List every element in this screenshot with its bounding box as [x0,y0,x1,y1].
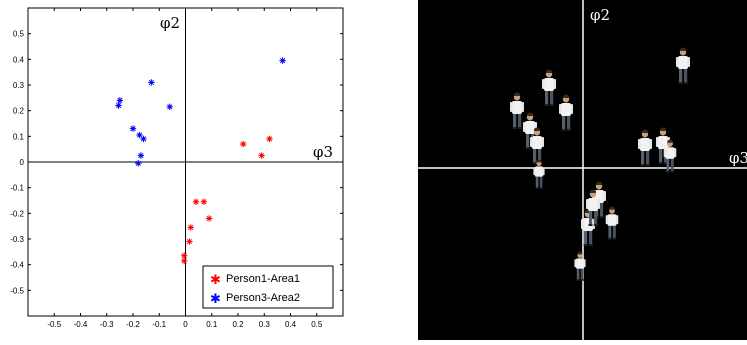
photo-composite-panel: φ2 φ3 [418,0,747,340]
point-series-2 [137,152,145,159]
scatter-plot-panel: -0.5 -0.4 -0.3 -0.2 -0.1 0 0.1 0.2 0.3 0.4 0.5 0.5 0… [0,0,350,340]
y-tick-label: -0.3 [10,235,24,244]
point-series-2 [115,102,122,109]
point-series-1 [180,252,188,259]
point-series-2 [136,131,143,139]
scatter-plot: -0.5 -0.4 -0.3 -0.2 -0.1 0 0.1 0.2 0.3 0.4 0.5 0.5 0… [10,7,344,329]
point-series-1 [266,135,273,143]
point-series-1 [200,198,208,205]
horizontal-axis-label: φ3 [313,143,333,161]
legend-marker-red: ✱ [210,273,221,288]
point-series-1 [187,224,194,231]
y-tick-label: -0.1 [10,184,24,193]
y-tick-label: 0 [20,158,25,167]
legend: ✱ Person1-Area1 ✱ Person3-Area2 [202,265,334,309]
x-tick-label: -0.3 [100,320,114,329]
person-figure [510,92,524,129]
person-figure [586,189,600,226]
person-figure [574,251,586,281]
photo-composite: φ2 φ3 [418,0,747,340]
photo-horizontal-axis-label: φ3 [729,149,747,167]
data-points [115,57,286,265]
person-figure [638,129,652,166]
x-tick-label: 0.5 [311,320,323,329]
y-tick-label: -0.5 [10,286,24,295]
point-series-2 [135,160,142,167]
x-tick-label: -0.2 [126,320,140,329]
point-series-2 [140,135,147,143]
point-series-1 [258,152,265,159]
person-figures [510,47,690,281]
person-figure [663,139,677,173]
x-tick-label: 0.4 [285,320,297,329]
tick-layer: -0.5 -0.4 -0.3 -0.2 -0.1 0 0.1 0.2 0.3 0.4 0.5 0.5 0… [10,8,343,329]
person-figure [605,206,619,240]
x-tick-label: -0.1 [152,320,166,329]
point-series-2 [148,79,155,86]
y-tick-label: 0.1 [13,132,25,141]
person-figure [559,94,573,131]
vertical-axis-label: φ2 [160,14,180,32]
photo-vertical-axis-label: φ2 [590,6,610,24]
y-tick-label: -0.2 [10,209,24,218]
y-tick-label: 0.2 [13,107,25,116]
legend-label-person3: Person3-Area2 [226,292,300,304]
x-tick-label: 0.2 [232,320,244,329]
y-tick-label: 0.5 [13,30,25,39]
point-series-1 [192,198,200,205]
person-figure [533,159,545,189]
point-series-2 [129,125,137,132]
y-tick-label: 0.4 [13,55,25,64]
point-series-2 [116,97,124,104]
point-series-1 [240,140,247,148]
y-tick-label: -0.4 [10,261,24,270]
point-series-1 [186,238,193,245]
person-figure [542,69,556,106]
point-series-1 [180,257,188,265]
x-tick-label: -0.5 [47,320,61,329]
x-tick-label: -0.4 [74,320,88,329]
point-series-2 [279,57,286,64]
legend-marker-blue: ✱ [210,292,221,307]
y-tick-label: 0.3 [13,81,25,90]
point-series-2 [166,103,173,111]
legend-box [202,265,334,309]
legend-label-person1: Person1-Area1 [226,273,300,285]
person-figure [676,47,690,84]
x-tick-label: 0 [183,320,188,329]
point-series-1 [205,215,213,222]
x-tick-label: 0.3 [259,320,271,329]
x-tick-label: 0.1 [206,320,218,329]
